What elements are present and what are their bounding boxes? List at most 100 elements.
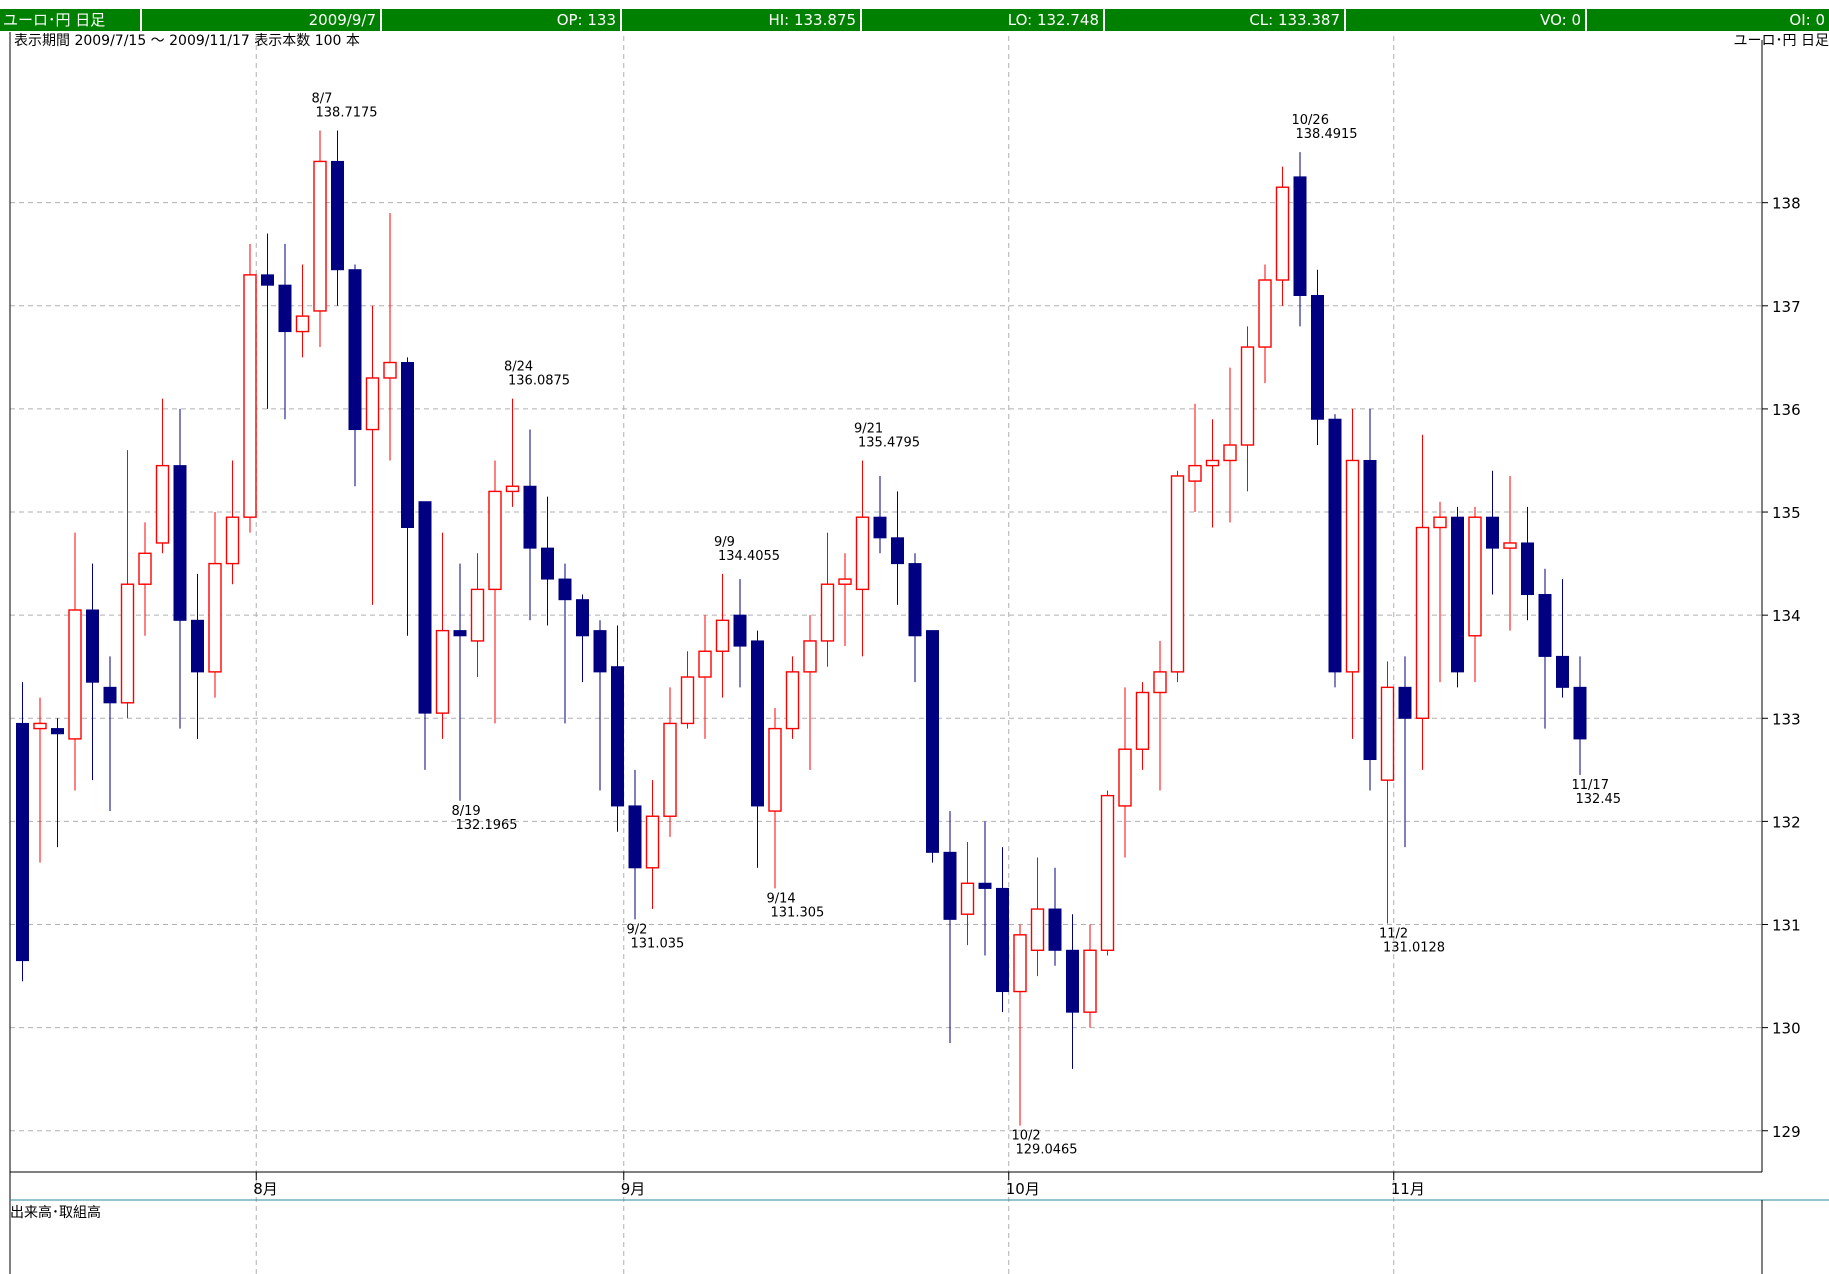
grid-lines — [10, 36, 1762, 1274]
annotation-date: 10/26 — [1292, 113, 1329, 128]
annotation-date: 11/2 — [1379, 926, 1408, 941]
annotation-date: 8/7 — [312, 91, 333, 106]
candle — [1100, 790, 1115, 956]
y-tick-label: 132 — [1772, 813, 1801, 831]
candle-body — [383, 361, 397, 379]
annotation-date: 9/21 — [854, 421, 883, 436]
candle-body — [33, 722, 47, 730]
candle — [1083, 924, 1097, 1028]
candle — [208, 512, 222, 698]
candle — [523, 429, 537, 621]
candle — [278, 243, 292, 420]
candle — [1013, 924, 1027, 1126]
annotation-value: 132.45 — [1576, 792, 1622, 807]
candle-body — [523, 485, 537, 549]
candle — [1328, 414, 1342, 688]
y-tick-label: 137 — [1772, 298, 1801, 316]
candle — [1293, 152, 1307, 327]
candle-body — [1521, 542, 1534, 596]
candle — [1486, 470, 1499, 595]
candle-body — [86, 609, 99, 683]
candle-body — [751, 640, 764, 807]
candle-body — [243, 274, 257, 518]
candle — [908, 553, 922, 683]
y-tick-label: 130 — [1772, 1020, 1801, 1038]
candle-body — [1030, 908, 1045, 951]
candle — [103, 656, 117, 812]
candle-body — [855, 516, 870, 591]
candle — [1066, 914, 1079, 1069]
candle-body — [191, 619, 204, 673]
candle — [261, 233, 274, 409]
candle-body — [680, 676, 695, 725]
candle — [943, 811, 957, 1044]
candle-body — [1328, 418, 1342, 673]
annotation-value: 138.4915 — [1296, 127, 1358, 142]
candle — [1258, 264, 1272, 384]
labels: 8/7138.71758/19132.19658/24136.08759/213… — [312, 91, 1622, 1157]
candle-body — [1275, 186, 1290, 281]
candle — [365, 305, 380, 605]
candle — [751, 630, 764, 868]
candle-body — [1066, 949, 1079, 1013]
candle — [16, 682, 29, 982]
candle-body — [820, 583, 835, 642]
candle — [418, 501, 432, 770]
candle-body — [365, 377, 380, 431]
annotation-value: 131.305 — [771, 905, 825, 920]
candle — [1345, 408, 1360, 739]
candle — [1153, 640, 1167, 791]
month-label: 10月 — [1006, 1180, 1040, 1198]
candle-body — [628, 805, 642, 869]
candle — [155, 398, 170, 554]
info-bar: ユーロ･円 日足 2009/9/7 OP: 133 HI: 133.875 LO… — [0, 9, 1829, 31]
annotation-date: 8/19 — [452, 804, 481, 819]
candle — [295, 264, 310, 358]
candle-body — [1118, 748, 1132, 807]
candle — [960, 842, 975, 946]
candle — [453, 563, 467, 801]
candle-body — [453, 630, 467, 637]
candle-body — [261, 274, 274, 286]
candle-body — [785, 671, 800, 730]
candle-body — [1380, 686, 1395, 781]
chart-symbol-label: ユーロ･円 日足 — [1733, 33, 1829, 49]
candle — [191, 573, 204, 739]
candle — [1311, 269, 1324, 446]
candle — [1556, 579, 1569, 698]
y-tick-label: 136 — [1772, 401, 1801, 419]
candle — [120, 450, 135, 719]
candle-body — [1573, 686, 1587, 740]
candle-body — [663, 722, 677, 817]
open-interest-cell: OI: 0 — [1587, 9, 1829, 31]
annotation-value: 129.0465 — [1016, 1143, 1078, 1158]
close-cell: CL: 133.387 — [1105, 9, 1346, 31]
candle — [996, 847, 1009, 1013]
candle-body — [1503, 542, 1517, 549]
candle — [1240, 326, 1255, 492]
candle-body — [715, 619, 730, 652]
candle-body — [960, 882, 975, 915]
candle — [86, 563, 99, 781]
candle-body — [698, 650, 712, 678]
candle — [1503, 475, 1517, 631]
candle — [926, 630, 939, 863]
candle — [611, 625, 624, 832]
candle — [680, 651, 695, 729]
candle-body — [208, 562, 222, 673]
candle — [733, 579, 747, 688]
candle-body — [313, 160, 327, 312]
annotation-value: 131.035 — [631, 936, 685, 951]
candle — [33, 697, 47, 863]
candle-body — [1451, 516, 1464, 673]
candle — [803, 615, 817, 770]
candle — [1188, 403, 1202, 513]
candle — [331, 130, 344, 306]
candle — [645, 780, 660, 910]
candle-body — [908, 563, 922, 637]
high-cell: HI: 133.875 — [622, 9, 862, 31]
candle — [1451, 506, 1464, 688]
candle-body — [1486, 516, 1499, 549]
candle — [1573, 656, 1587, 775]
